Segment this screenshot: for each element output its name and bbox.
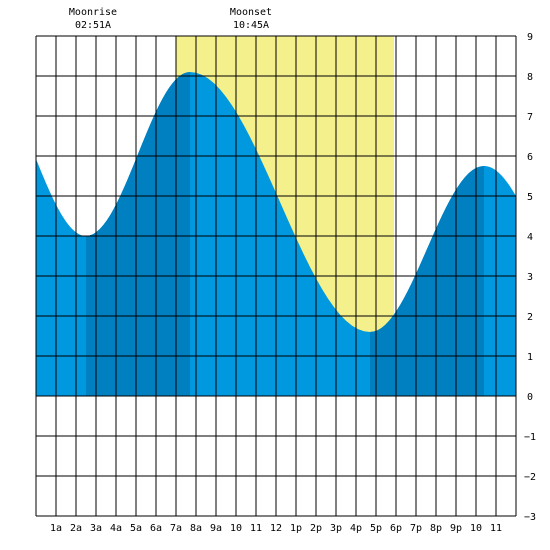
y-tick-label: 1	[527, 352, 533, 363]
x-tick-label: 4a	[110, 523, 122, 534]
x-tick-label: 10	[470, 523, 482, 534]
y-tick-label: 5	[527, 192, 533, 203]
x-tick-label: 6p	[390, 523, 402, 534]
x-tick-label: 5p	[370, 523, 382, 534]
y-tick-label: −3	[524, 512, 536, 523]
y-tick-label: 0	[527, 392, 533, 403]
moon-event-name: Moonset	[230, 7, 272, 18]
x-tick-label: 7a	[170, 523, 182, 534]
y-tick-label: 7	[527, 112, 533, 123]
moon-event-name: Moonrise	[69, 7, 117, 18]
x-axis-tick-labels: 1a 2a 3a 4a 5a 6a 7a 8a 9a 10 11 12 1p 2p 3p 4p 5p 6p 7p 8p…	[50, 523, 502, 534]
x-tick-label: 8p	[430, 523, 442, 534]
y-tick-label: 9	[527, 32, 533, 43]
y-tick-label: 3	[527, 272, 533, 283]
x-tick-label: 3a	[90, 523, 102, 534]
y-tick-label: −1	[524, 432, 536, 443]
x-tick-label: 6a	[150, 523, 162, 534]
moon-event-time: 10:45A	[233, 20, 269, 31]
x-tick-label: 9p	[450, 523, 462, 534]
x-tick-label: 9a	[210, 523, 222, 534]
x-tick-label: 2p	[310, 523, 322, 534]
x-tick-label: 10	[230, 523, 242, 534]
x-tick-label: 4p	[350, 523, 362, 534]
grid-layer	[35, 35, 517, 517]
x-tick-label: 2a	[70, 523, 82, 534]
x-tick-label: 1a	[50, 523, 62, 534]
x-tick-label: 12	[270, 523, 282, 534]
y-axis-tick-labels: 9 8 7 6 5 4 3 2 1 0 −1 −2 −3	[524, 32, 536, 523]
x-tick-label: 5a	[130, 523, 142, 534]
y-tick-label: 4	[527, 232, 533, 243]
moon-event-time: 02:51A	[75, 20, 111, 31]
x-tick-label: 11	[490, 523, 502, 534]
x-tick-label: 8a	[190, 523, 202, 534]
y-tick-label: 8	[527, 72, 533, 83]
x-tick-label: 3p	[330, 523, 342, 534]
x-tick-label: 11	[250, 523, 262, 534]
y-tick-label: 6	[527, 152, 533, 163]
y-tick-label: −2	[524, 472, 536, 483]
x-tick-label: 7p	[410, 523, 422, 534]
x-tick-label: 1p	[290, 523, 302, 534]
y-tick-label: 2	[527, 312, 533, 323]
moon-event-labels: Moonrise 02:51A Moonset 10:45A	[69, 7, 272, 31]
